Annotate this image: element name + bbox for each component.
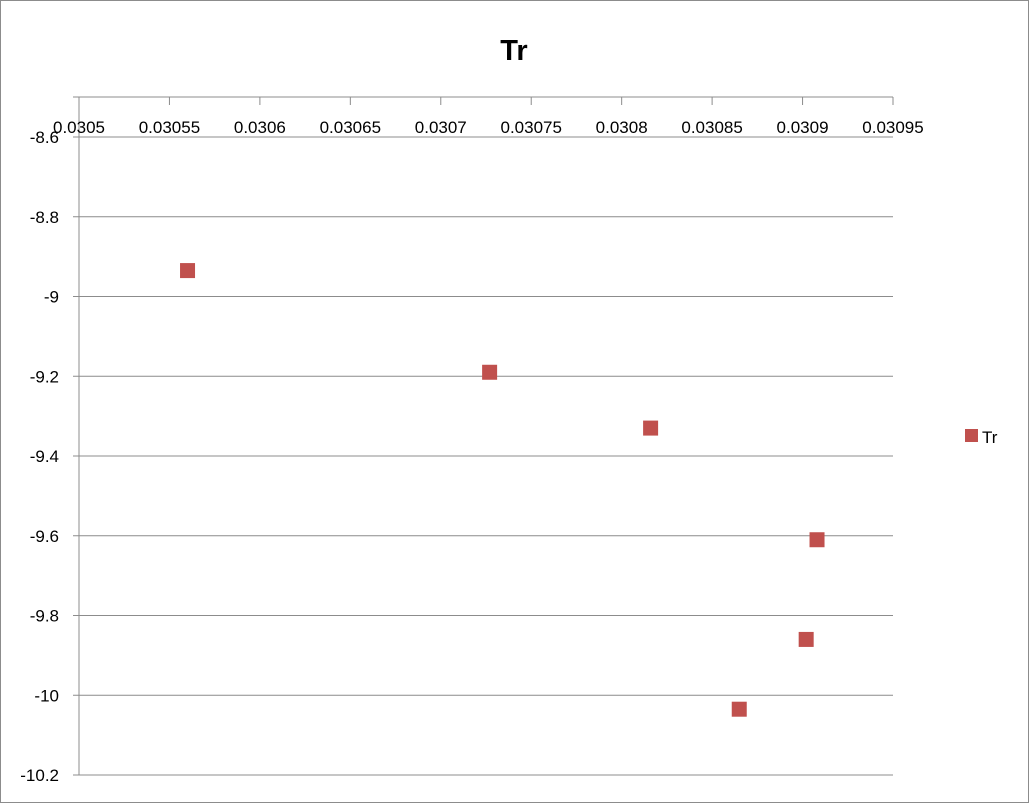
y-tick-label: -10 xyxy=(34,686,59,705)
legend: Tr xyxy=(965,428,998,447)
data-point xyxy=(798,631,814,647)
x-tick-label: 0.03065 xyxy=(320,118,381,137)
legend-marker xyxy=(965,429,978,442)
data-point xyxy=(180,263,196,279)
data-point xyxy=(731,701,747,717)
y-tick-labels: -8.6 -8.8 -9 -9.2 -9.4 -9.6 -9.8 -10 -10.2 xyxy=(20,128,59,785)
data-point xyxy=(809,532,825,548)
y-tick-label: -9.2 xyxy=(30,367,59,386)
axes xyxy=(73,96,894,776)
x-tick-label: 0.0307 xyxy=(415,118,467,137)
y-tick-label: -9.8 xyxy=(30,607,59,626)
y-tick-label: -9.6 xyxy=(30,527,59,546)
x-tick-labels: 0.0305 0.03055 0.0306 0.03065 0.0307 0.03075 0… xyxy=(53,118,924,137)
x-tick-label: 0.0305 xyxy=(53,118,105,137)
x-tick-label: 0.0308 xyxy=(596,118,648,137)
legend-label: Tr xyxy=(982,428,998,447)
y-tick-label: -8.8 xyxy=(30,208,59,227)
x-tick-label: 0.03095 xyxy=(862,118,923,137)
x-tick-label: 0.03055 xyxy=(139,118,200,137)
y-tick-label: -10.2 xyxy=(20,766,59,785)
x-tick-label: 0.0306 xyxy=(234,118,286,137)
gridlines xyxy=(79,136,893,776)
y-tick-label: -8.6 xyxy=(30,128,59,147)
data-point xyxy=(482,364,498,380)
data-point xyxy=(643,420,659,436)
x-tick-label: 0.03075 xyxy=(500,118,561,137)
data-points xyxy=(180,263,825,717)
chart-title: Tr xyxy=(500,35,527,67)
y-tick-label: -9.4 xyxy=(30,447,59,466)
y-tick-label: -9 xyxy=(44,288,59,307)
x-tick-label: 0.0309 xyxy=(777,118,829,137)
x-tick-label: 0.03085 xyxy=(681,118,742,137)
